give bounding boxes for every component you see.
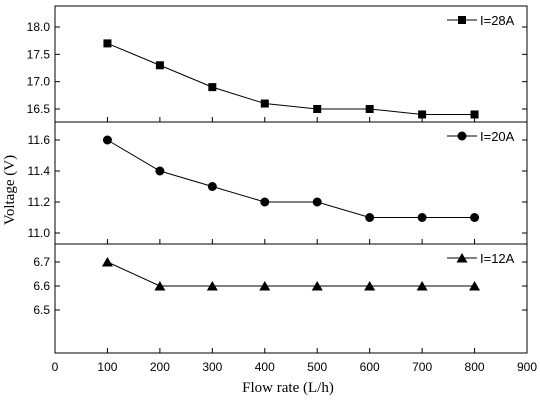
y-tick-label: 11.0 (28, 226, 51, 240)
data-point-circle (102, 135, 112, 145)
x-tick-label: 0 (52, 360, 59, 374)
series-line-I=12A (107, 261, 475, 287)
x-axis-title: Flow rate (L/h) (242, 380, 334, 396)
data-point-circle (417, 213, 427, 222)
y-tick-label: 18.0 (27, 20, 51, 34)
x-tick-label: 100 (97, 360, 117, 374)
data-point-square (208, 83, 217, 92)
x-tick-label: 800 (465, 360, 485, 374)
data-point-triangle (206, 281, 218, 291)
y-tick-label: 17.0 (27, 75, 51, 89)
data-point-circle (365, 213, 375, 222)
data-point-square (365, 105, 374, 113)
y-axis-title: Voltage (V) (2, 155, 18, 225)
legends: I=28A I=20A I=12A (447, 13, 515, 266)
panel-frame-3 (54, 243, 528, 354)
data-point-triangle (364, 281, 376, 291)
x-tick-label: 300 (202, 360, 222, 374)
y-tick-label: 11.2 (28, 195, 51, 209)
data-point-circle (470, 213, 480, 222)
legend-label: I=12A (480, 251, 515, 266)
legend-label: I=28A (480, 13, 515, 28)
data-point-circle (155, 166, 165, 176)
axis-ticks: 16.5 17.0 17.5 18.0 11.0 11.2 11.4 11.6 6.5 6.6 6.… (27, 20, 538, 374)
data-point-square (260, 99, 269, 108)
data-point-triangle (469, 281, 481, 291)
data-point-square (103, 39, 112, 48)
legend-marker-square (458, 16, 466, 24)
y-tick-label: 6.6 (33, 279, 50, 293)
legend-label: I=20A (480, 129, 515, 144)
y-tick-label: 16.5 (27, 102, 51, 116)
panel-frames (54, 5, 528, 354)
y-tick-label: 17.5 (27, 47, 51, 61)
x-tick-label: 500 (307, 360, 327, 374)
panel-frame-1 (54, 5, 528, 123)
series-line-I=28A (107, 42, 475, 115)
panel-frame-2 (54, 121, 528, 245)
data-point-square (418, 110, 427, 119)
data-point-circle (207, 182, 217, 191)
legend-marker-triangle (456, 253, 468, 263)
data-point-triangle (416, 281, 428, 291)
data-point-triangle (101, 257, 113, 267)
data-point-triangle (311, 281, 323, 291)
legend-marker-circle (457, 131, 467, 141)
data-point-circle (260, 197, 270, 207)
y-tick-label: 11.4 (28, 164, 51, 178)
x-tick-label: 600 (360, 360, 380, 374)
data-point-triangle (259, 281, 271, 291)
x-tick-label: 900 (517, 360, 537, 374)
data-point-square (155, 61, 164, 70)
x-tick-label: 700 (412, 360, 432, 374)
data-point-square (313, 105, 322, 113)
x-tick-label: 400 (255, 360, 275, 374)
data-point-triangle (154, 281, 166, 291)
x-tick-label: 200 (150, 360, 170, 374)
series-line-I=20A (107, 139, 475, 218)
data-point-circle (312, 197, 322, 207)
series-layer (101, 39, 481, 291)
y-tick-label: 6.7 (33, 255, 50, 269)
y-tick-label: 11.6 (28, 133, 51, 147)
data-point-square (470, 110, 479, 119)
y-tick-label: 6.5 (33, 303, 50, 317)
